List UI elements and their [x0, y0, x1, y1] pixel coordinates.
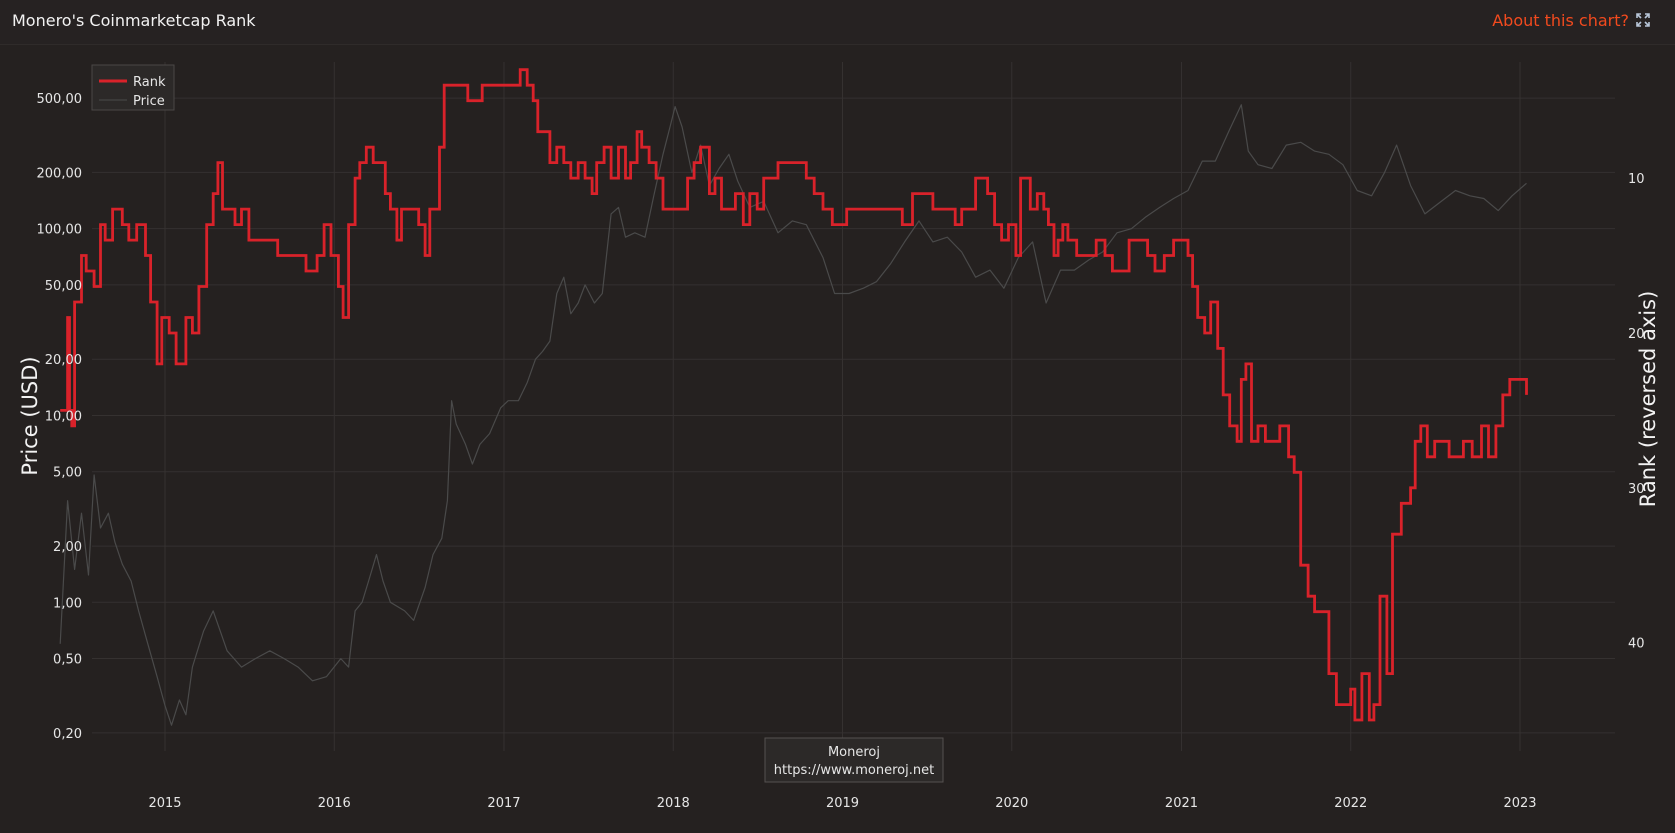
- watermark-box: [764, 737, 944, 783]
- left-tick-label: 0,20: [53, 727, 82, 742]
- legend-rank-label: Rank: [133, 75, 166, 90]
- x-tick-label: 2020: [995, 796, 1028, 811]
- right-tick-label: 20: [1628, 327, 1645, 342]
- left-tick-label: 100,00: [37, 223, 83, 238]
- left-tick-label: 500,00: [37, 92, 83, 107]
- x-tick-label: 2015: [148, 796, 181, 811]
- right-axis-ticks: 10 20 30 40: [1628, 172, 1645, 651]
- left-tick-label: 20,00: [45, 353, 82, 368]
- watermark: Moneroj https://www.moneroj.net: [764, 737, 944, 783]
- x-tick-label: 2016: [318, 796, 351, 811]
- watermark-title: Moneroj: [828, 745, 880, 760]
- x-tick-label: 2019: [826, 796, 859, 811]
- right-tick-label: 30: [1628, 482, 1645, 497]
- rank-line: [60, 68, 1528, 722]
- chart-title: Monero's Coinmarketcap Rank: [12, 11, 256, 30]
- right-tick-label: 40: [1628, 637, 1645, 652]
- x-tick-label: 2021: [1165, 796, 1198, 811]
- x-axis-ticks: 2015 2016 2017 2018 2019 2020 2021 2022 2023: [148, 796, 1536, 811]
- chart-header: Monero's Coinmarketcap Rank About this c…: [0, 0, 1675, 45]
- left-tick-label: 1,00: [53, 596, 82, 611]
- watermark-url: https://www.moneroj.net: [774, 763, 934, 778]
- rank-series: [60, 68, 1528, 722]
- legend-box: [91, 64, 175, 111]
- grid: [92, 62, 1615, 751]
- x-tick-label: 2017: [487, 796, 520, 811]
- x-tick-label: 2022: [1334, 796, 1367, 811]
- legend-price-label: Price: [133, 94, 165, 109]
- left-tick-label: 5,00: [53, 466, 82, 481]
- right-axis-title: Rank (reversed axis): [1636, 291, 1660, 508]
- x-tick-label: 2023: [1503, 796, 1536, 811]
- rank-price-chart: 500,00 200,00 100,00 50,00 20,00 10,00 5,00 2,0…: [18, 62, 1660, 811]
- price-series: [59, 104, 1527, 726]
- legend: Rank Price: [91, 64, 175, 111]
- price-line: [59, 104, 1527, 726]
- left-tick-label: 50,00: [45, 279, 82, 294]
- left-tick-label: 10,00: [45, 409, 82, 424]
- about-chart-link[interactable]: About this chart?: [1492, 11, 1629, 30]
- left-tick-label: 2,00: [53, 540, 82, 555]
- left-axis-ticks: 500,00 200,00 100,00 50,00 20,00 10,00 5,00 2,0…: [37, 92, 83, 742]
- left-tick-label: 200,00: [37, 166, 83, 181]
- expand-icon[interactable]: [1635, 12, 1651, 28]
- x-tick-label: 2018: [657, 796, 690, 811]
- right-tick-label: 10: [1628, 172, 1645, 187]
- left-axis-title: Price (USD): [18, 356, 42, 475]
- left-tick-label: 0,50: [53, 653, 82, 668]
